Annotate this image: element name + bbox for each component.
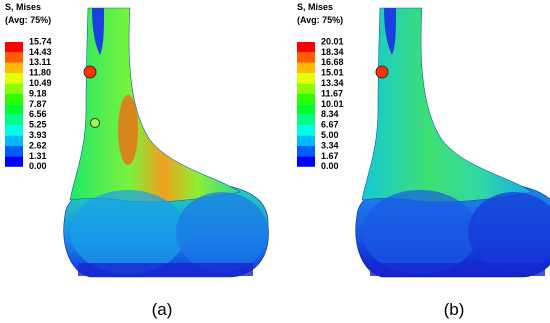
- legend-label: 3.34: [321, 140, 339, 150]
- legend-label: 6.56: [29, 109, 47, 119]
- legend-swatch: [5, 146, 23, 157]
- condyle: [362, 190, 478, 274]
- legend-swatch: [297, 125, 315, 136]
- shaft-blue-core: [92, 8, 104, 55]
- legend-label: 2.62: [29, 140, 47, 150]
- legend-label: 5.00: [321, 130, 339, 140]
- legend-label: 20.01: [321, 36, 344, 46]
- legend-swatch: [297, 94, 315, 105]
- legend-swatch: [5, 125, 23, 136]
- legend-swatch: [297, 62, 315, 74]
- legend-swatch: [5, 104, 23, 115]
- condyle: [70, 190, 186, 274]
- legend-swatch: [297, 135, 315, 146]
- legend-subtitle: (Avg: 75%): [5, 15, 51, 25]
- legend-swatch: [5, 83, 23, 94]
- panel: S, Mises (Avg: 75%) 20.0118.3416.6815.0113…: [297, 2, 550, 319]
- legend-label: 7.87: [29, 99, 47, 109]
- legend-label: 13.11: [29, 57, 51, 67]
- legend-swatch: [5, 73, 23, 84]
- screw-hole: [90, 118, 100, 128]
- legend-swatch: [297, 156, 315, 167]
- condyle: [176, 192, 268, 272]
- legend-label: 5.25: [29, 120, 47, 130]
- legend-label: 3.93: [29, 130, 47, 140]
- legend-label: 1.31: [29, 151, 47, 161]
- caption: (b): [444, 300, 465, 319]
- legend-swatch: [297, 104, 315, 115]
- legend-label: 9.18: [29, 88, 47, 98]
- stress-zone: [118, 95, 138, 165]
- legend-label: 6.67: [321, 120, 339, 130]
- legend-subtitle: (Avg: 75%): [297, 15, 343, 25]
- legend-label: 15.01: [321, 68, 344, 78]
- legend-swatch: [297, 73, 315, 84]
- legend-title: S, Mises: [297, 2, 333, 12]
- legend-swatch: [5, 52, 23, 63]
- legend-swatch: [297, 52, 315, 63]
- legend-label: 13.34: [321, 78, 344, 88]
- legend-label: 8.34: [321, 109, 339, 119]
- legend-label: 10.01: [321, 99, 344, 109]
- caption: (a): [152, 300, 173, 319]
- bone-model: [63, 7, 269, 278]
- legend-label: 10.49: [29, 78, 52, 88]
- legend-label: 16.68: [321, 57, 344, 67]
- legend-label: 15.74: [29, 36, 52, 46]
- base-band: [370, 263, 545, 276]
- legend-swatch: [5, 114, 23, 126]
- panel: S, Mises (Avg: 75%) 15.7414.4313.1111.8010…: [5, 2, 269, 319]
- legend-swatch: [297, 146, 315, 157]
- bone-model: [355, 7, 550, 278]
- screw-hole: [375, 65, 389, 79]
- legend-title: S, Mises: [5, 2, 41, 12]
- legend-label: 18.34: [321, 47, 344, 57]
- condyle: [468, 192, 550, 272]
- legend-label: 14.43: [29, 47, 52, 57]
- legend-swatch: [297, 114, 315, 126]
- base-band: [78, 263, 253, 276]
- legend-swatch: [5, 156, 23, 167]
- screw-hole: [83, 65, 97, 79]
- legend-swatch: [297, 42, 315, 53]
- shaft-blue-core: [384, 8, 396, 55]
- legend-label: 0.00: [321, 161, 339, 171]
- legend-label: 0.00: [29, 161, 47, 171]
- legend-swatch: [5, 135, 23, 146]
- legend-swatch: [297, 83, 315, 94]
- legend-swatch: [5, 94, 23, 105]
- legend-swatch: [5, 42, 23, 53]
- legend-swatch: [5, 62, 23, 74]
- legend-label: 1.67: [321, 151, 339, 161]
- legend-label: 11.80: [29, 68, 51, 78]
- legend-label: 11.67: [321, 88, 343, 98]
